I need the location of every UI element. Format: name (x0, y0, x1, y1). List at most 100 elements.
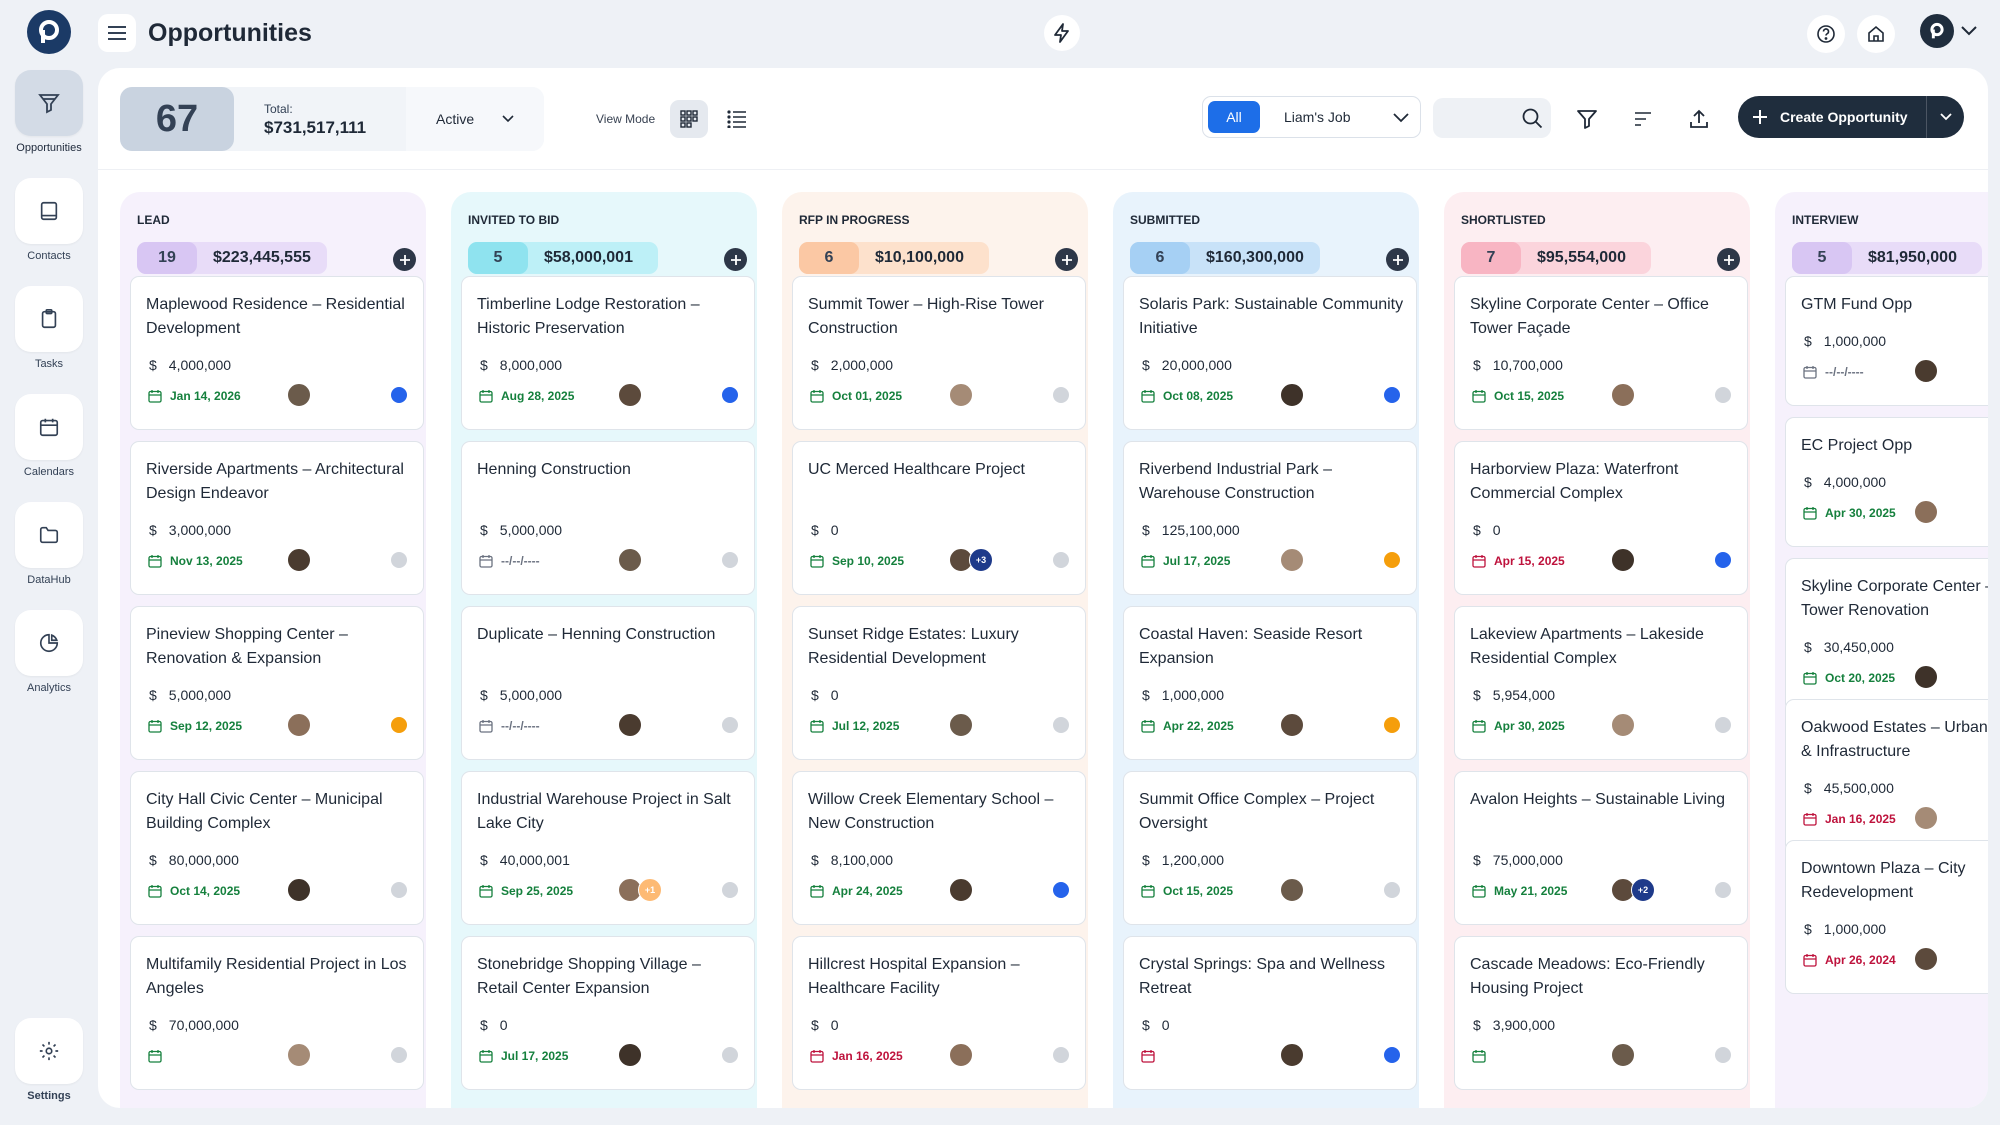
opportunity-card[interactable]: Stonebridge Shopping Village – Retail Ce… (461, 936, 755, 1090)
opportunity-card[interactable]: Maplewood Residence – Residential Develo… (130, 276, 424, 430)
sidebar-item-tasks[interactable]: Tasks (15, 286, 83, 370)
assignee-avatar[interactable] (287, 548, 311, 572)
sidebar-item-settings[interactable]: Settings (15, 1018, 83, 1102)
opportunity-card[interactable]: Timberline Lodge Restoration – Historic … (461, 276, 755, 430)
assignee-avatar[interactable] (618, 713, 642, 737)
opportunity-card[interactable]: EC Project Opp $4,000,000 Apr 30, 2025 (1785, 417, 1988, 547)
opportunity-card[interactable]: Oakwood Estates – Urban Planning & Infra… (1785, 699, 1988, 853)
hamburger-menu-button[interactable] (98, 14, 136, 52)
assignee-avatar[interactable] (1280, 878, 1304, 902)
sidebar-item-opportunities[interactable]: Opportunities (15, 70, 83, 154)
list-view-button[interactable] (718, 100, 756, 138)
opportunity-card[interactable]: Summit Office Complex – Project Oversigh… (1123, 771, 1417, 925)
scope-all-button[interactable]: All (1208, 101, 1260, 133)
opportunity-card[interactable]: Harborview Plaza: Waterfront Commercial … (1454, 441, 1748, 595)
assignee-avatar[interactable] (618, 383, 642, 407)
opportunity-card[interactable]: Lakeview Apartments – Lakeside Residenti… (1454, 606, 1748, 760)
add-card-button[interactable] (1386, 248, 1409, 271)
extra-assignees-badge[interactable]: +1 (638, 878, 662, 902)
home-button[interactable] (1857, 15, 1895, 53)
opportunity-card[interactable]: Multifamily Residential Project in Los A… (130, 936, 424, 1090)
assignee-avatar[interactable] (949, 1043, 973, 1067)
assignee-avatar[interactable] (949, 878, 973, 902)
opportunity-card[interactable]: Pineview Shopping Center – Renovation & … (130, 606, 424, 760)
create-opportunity-button[interactable]: Create Opportunity (1738, 96, 1964, 138)
assignee-avatar[interactable] (1280, 548, 1304, 572)
opportunity-card[interactable]: Solaris Park: Sustainable Community Init… (1123, 276, 1417, 430)
filter-button[interactable] (1568, 100, 1606, 138)
opportunity-card[interactable]: Industrial Warehouse Project in Salt Lak… (461, 771, 755, 925)
opportunity-card[interactable]: Riverbend Industrial Park – Warehouse Co… (1123, 441, 1417, 595)
assignee-avatar[interactable] (1914, 500, 1938, 524)
assignee-avatar[interactable] (949, 713, 973, 737)
assignee-avatar[interactable] (1280, 383, 1304, 407)
opportunity-card[interactable]: Henning Construction $5,000,000 --/--/--… (461, 441, 755, 595)
assignee-avatar[interactable] (949, 383, 973, 407)
account-menu[interactable] (1920, 14, 1978, 48)
opportunity-card[interactable]: Downtown Plaza – City Redevelopment $1,0… (1785, 840, 1988, 994)
opportunity-card[interactable]: Sunset Ridge Estates: Luxury Residential… (792, 606, 1086, 760)
status-indicator-icon (1053, 1047, 1069, 1063)
card-value-text: 125,100,000 (1161, 522, 1240, 538)
chevron-down-icon[interactable] (1392, 107, 1410, 127)
app-logo-icon[interactable] (27, 10, 71, 54)
assignee-avatar[interactable] (1611, 548, 1635, 572)
opportunity-card[interactable]: UC Merced Healthcare Project $0 Sep 10, … (792, 441, 1086, 595)
assignee-avatar[interactable] (1611, 1043, 1635, 1067)
assignee-avatar[interactable] (287, 1043, 311, 1067)
sidebar-item-datahub[interactable]: DataHub (15, 502, 83, 586)
assignee-avatar[interactable] (1280, 1043, 1304, 1067)
opportunity-card[interactable]: City Hall Civic Center – Municipal Build… (130, 771, 424, 925)
sidebar-item-analytics[interactable]: Analytics (15, 610, 83, 694)
opportunity-card[interactable]: Hillcrest Hospital Expansion – Healthcar… (792, 936, 1086, 1090)
opportunity-card[interactable]: GTM Fund Opp $1,000,000 --/--/---- (1785, 276, 1988, 406)
card-date-text: --/--/---- (1825, 365, 1864, 379)
opportunity-card[interactable]: Riverside Apartments – Architectural Des… (130, 441, 424, 595)
sidebar-item-calendars[interactable]: Calendars (15, 394, 83, 478)
opportunity-count: 67 (120, 87, 234, 151)
extra-assignees-badge[interactable]: +2 (1631, 878, 1655, 902)
export-button[interactable] (1680, 100, 1718, 138)
opportunity-card[interactable]: Willow Creek Elementary School – New Con… (792, 771, 1086, 925)
search-input[interactable] (1433, 98, 1551, 138)
add-card-button[interactable] (1055, 248, 1078, 271)
sidebar-item-contacts[interactable]: Contacts (15, 178, 83, 262)
create-options-dropdown[interactable] (1926, 96, 1964, 138)
opportunity-card[interactable]: Cascade Meadows: Eco-Friendly Housing Pr… (1454, 936, 1748, 1090)
opportunity-card[interactable]: Coastal Haven: Seaside Resort Expansion … (1123, 606, 1417, 760)
add-card-button[interactable] (393, 248, 416, 271)
card-value-text: 1,000,000 (1823, 333, 1887, 349)
card-value: $70,000,000 (149, 1017, 239, 1033)
card-date: Jan 16, 2025 (1803, 812, 1896, 826)
assignee-avatar[interactable] (1914, 665, 1938, 689)
calendar-icon (1803, 672, 1817, 685)
plus-icon (1392, 254, 1403, 265)
assignee-avatar[interactable] (618, 1043, 642, 1067)
add-card-button[interactable] (724, 248, 747, 271)
kanban-view-button[interactable] (670, 100, 708, 138)
assignee-avatar[interactable] (1914, 947, 1938, 971)
assignee-avatar[interactable] (1914, 806, 1938, 830)
help-button[interactable] (1807, 15, 1845, 53)
opportunity-card[interactable]: Skyline Corporate Center – Office Tower … (1454, 276, 1748, 430)
add-card-button[interactable] (1717, 248, 1740, 271)
assignee-avatar[interactable] (287, 878, 311, 902)
assignee-avatar[interactable] (1914, 359, 1938, 383)
assignee-avatar[interactable] (287, 713, 311, 737)
sidebar-item-label: Contacts (27, 250, 71, 262)
assignee-avatar[interactable] (1280, 713, 1304, 737)
opportunity-card[interactable]: Crystal Springs: Spa and Wellness Retrea… (1123, 936, 1417, 1090)
sort-button[interactable] (1624, 100, 1662, 138)
scope-job-select[interactable]: Liam's Job (1284, 109, 1351, 125)
extra-assignees-badge[interactable]: +3 (969, 548, 993, 572)
assignee-avatar[interactable] (287, 383, 311, 407)
quick-actions-button[interactable] (1044, 15, 1080, 51)
opportunity-card[interactable]: Avalon Heights – Sustainable Living $75,… (1454, 771, 1748, 925)
opportunity-card[interactable]: Duplicate – Henning Construction $5,000,… (461, 606, 755, 760)
assignee-avatar[interactable] (618, 548, 642, 572)
assignee-avatar[interactable] (1611, 383, 1635, 407)
opportunity-card[interactable]: Skyline Corporate Center – Office Tower … (1785, 558, 1988, 712)
assignee-avatar[interactable] (1611, 713, 1635, 737)
status-select[interactable]: Active (406, 87, 544, 151)
opportunity-card[interactable]: Summit Tower – High-Rise Tower Construct… (792, 276, 1086, 430)
